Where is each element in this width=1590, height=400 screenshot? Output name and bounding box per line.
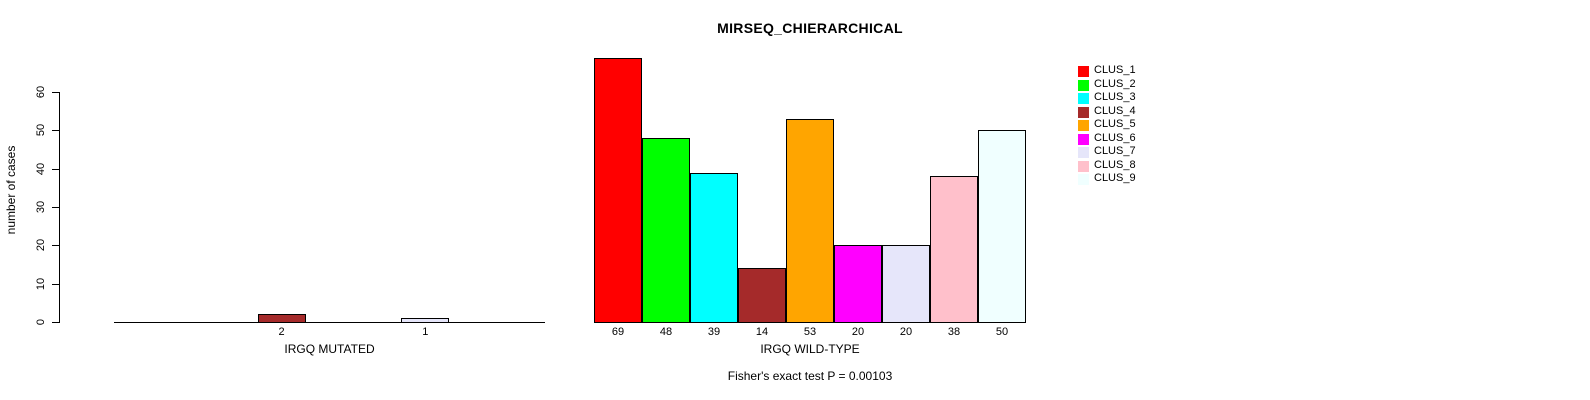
y-axis-tick (52, 130, 59, 132)
bar-label-clus-1-wild-type: 69 (611, 326, 625, 338)
bar-label-clus-3-wild-type: 39 (707, 326, 721, 338)
legend-swatch-clus-8 (1078, 160, 1089, 172)
bar-clus-9-wild-type (978, 130, 1026, 323)
y-axis-tick-label: 60 (35, 85, 47, 99)
bar-clus-7-mutated (401, 318, 450, 323)
y-axis-tick (52, 283, 59, 285)
legend-swatch-clus-7 (1078, 147, 1089, 158)
bar-label-clus-4-mutated: 2 (278, 326, 285, 338)
bar-label-clus-9-wild-type: 50 (995, 326, 1009, 338)
legend-label-clus-2: CLUS_2 (1094, 77, 1136, 90)
legend-label-clus-5: CLUS_5 (1094, 118, 1136, 130)
x-axis-baseline-mutated (114, 322, 545, 323)
y-axis-tick (52, 245, 59, 247)
bar-label-clus-2-wild-type: 48 (659, 326, 673, 338)
legend-label-clus-9: CLUS_9 (1094, 172, 1136, 184)
y-axis-tick-label: 50 (35, 124, 47, 137)
y-axis-tick-label: 20 (35, 239, 47, 252)
y-axis-tick (52, 92, 59, 93)
bar-clus-4-wild-type (738, 268, 786, 323)
bar-clus-7-wild-type (882, 245, 930, 323)
bar-clus-1-wild-type (594, 57, 642, 323)
bar-label-clus-6-wild-type: 20 (851, 326, 865, 338)
legend-swatch-clus-9 (1078, 174, 1089, 185)
legend-label-clus-8: CLUS_8 (1094, 158, 1136, 171)
legend-swatch-clus-5 (1078, 120, 1089, 131)
y-axis-line (59, 92, 60, 323)
legend-label-clus-1: CLUS_1 (1094, 64, 1136, 76)
legend-label-clus-7: CLUS_7 (1094, 145, 1136, 157)
bar-clus-3-wild-type (690, 172, 738, 323)
bar-label-clus-7-mutated: 1 (422, 326, 429, 338)
y-axis-label: number of cases (4, 145, 18, 235)
bar-clus-6-wild-type (834, 245, 882, 323)
legend-label-clus-3: CLUS_3 (1094, 91, 1136, 103)
bar-label-clus-4-wild-type: 14 (755, 326, 769, 338)
bar-clus-4-mutated (257, 314, 306, 323)
y-axis-tick (52, 207, 59, 208)
legend-label-clus-6: CLUS_6 (1094, 131, 1136, 144)
legend-swatch-clus-1 (1078, 66, 1089, 77)
bar-clus-2-wild-type (642, 138, 690, 323)
bar-label-clus-5-wild-type: 53 (803, 326, 817, 338)
x-axis-label-mutated: IRGQ MUTATED (284, 342, 375, 356)
legend-swatch-clus-3 (1078, 93, 1089, 104)
bar-clus-5-wild-type (786, 118, 834, 323)
y-axis-tick-label: 10 (35, 277, 47, 290)
bar-clus-8-wild-type (930, 176, 978, 323)
legend-swatch-clus-4 (1078, 106, 1089, 118)
y-axis-tick-label: 0 (35, 318, 47, 326)
legend-label-clus-4: CLUS_4 (1094, 104, 1136, 117)
x-axis-label-wildtype: IRGQ WILD-TYPE (760, 342, 860, 356)
y-axis-tick-label: 40 (35, 162, 47, 175)
chart-title: MIRSEQ_CHIERARCHICAL (717, 20, 903, 36)
y-axis-tick (52, 322, 59, 323)
y-axis-tick-label: 30 (35, 200, 47, 214)
legend-swatch-clus-2 (1078, 79, 1089, 91)
pvalue-annotation: Fisher's exact test P = 0.00103 (727, 369, 893, 383)
y-axis-tick (52, 168, 59, 170)
bar-label-clus-8-wild-type: 38 (947, 326, 961, 338)
legend-swatch-clus-6 (1078, 133, 1089, 145)
bar-label-clus-7-wild-type: 20 (899, 326, 913, 338)
